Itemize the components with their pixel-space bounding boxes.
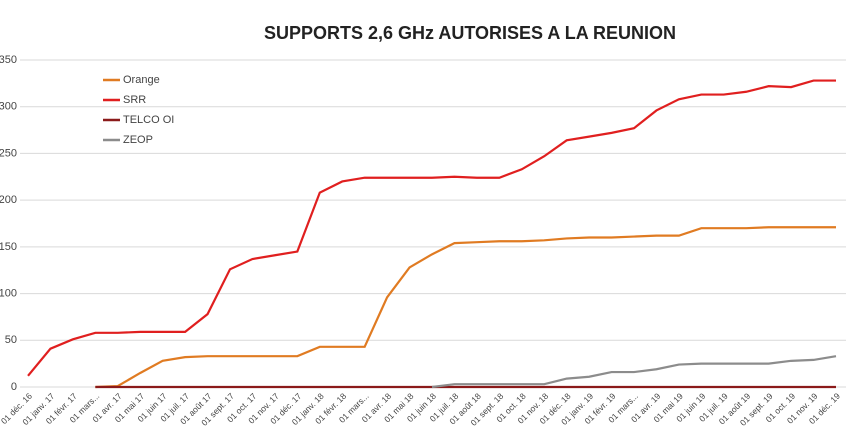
- y-tick-label: 300: [0, 101, 17, 113]
- legend-label: SRR: [123, 94, 146, 106]
- series-line: [27, 79, 836, 377]
- series-line: [431, 355, 837, 389]
- chart-title: SUPPORTS 2,6 GHz AUTORISES A LA REUNION: [264, 23, 676, 43]
- series-line: [95, 226, 836, 389]
- y-tick-label: 250: [0, 147, 17, 159]
- legend-label: TELCO OI: [123, 114, 174, 126]
- y-tick-label: 0: [11, 381, 17, 393]
- legend-label: Orange: [123, 74, 160, 86]
- y-tick-label: 50: [5, 334, 17, 346]
- y-tick-label: 100: [0, 287, 17, 299]
- y-tick-label: 350: [0, 54, 17, 66]
- y-tick-label: 150: [0, 241, 17, 253]
- legend-label: ZEOP: [123, 134, 153, 146]
- y-tick-label: 200: [0, 194, 17, 206]
